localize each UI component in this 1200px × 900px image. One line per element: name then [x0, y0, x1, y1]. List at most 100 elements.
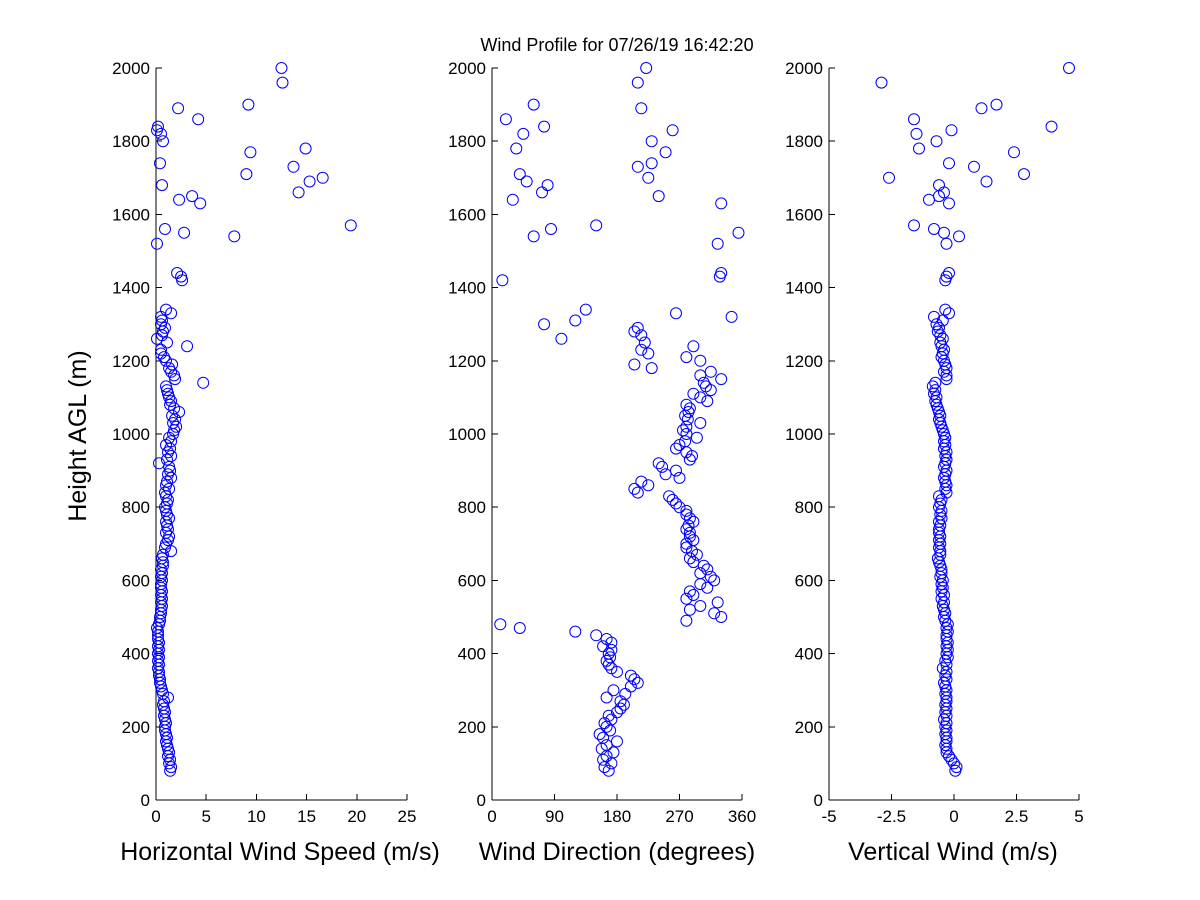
- data-point-wind-direction: [642, 479, 655, 492]
- data-point-vertical-wind: [975, 102, 988, 115]
- data-point-wind-direction: [555, 332, 568, 345]
- data-point-wind-direction: [513, 168, 526, 181]
- chart-title: Wind Profile for 07/26/19 16:42:20: [480, 35, 753, 55]
- y-tick-label: 1800: [112, 132, 150, 151]
- data-point-wind-direction: [614, 702, 627, 715]
- data-point-horizontal-wind-speed: [161, 384, 173, 397]
- data-point-horizontal-wind-speed: [155, 343, 167, 356]
- data-point-wind-direction: [732, 226, 745, 239]
- data-point-wind-direction: [631, 321, 644, 334]
- data-point-wind-direction: [711, 237, 724, 250]
- data-point-horizontal-wind-speed: [156, 179, 168, 192]
- data-point-wind-direction: [687, 589, 700, 601]
- y-tick-label: 1400: [448, 279, 486, 298]
- x-tick-label: 15: [297, 807, 316, 826]
- x-tick-label: 2.5: [1005, 807, 1029, 826]
- x-tick-label: -5: [821, 807, 836, 826]
- y-tick-label: 0: [814, 791, 823, 810]
- data-point-wind-direction: [687, 387, 700, 400]
- y-tick-label: 1400: [785, 279, 823, 298]
- data-point-wind-direction: [683, 402, 696, 415]
- data-point-wind-direction: [600, 739, 613, 752]
- data-point-horizontal-wind-speed: [316, 171, 329, 184]
- data-point-horizontal-wind-speed: [162, 523, 174, 536]
- data-point-vertical-wind: [933, 179, 945, 192]
- data-point-wind-direction: [670, 497, 682, 510]
- data-point-wind-direction: [631, 160, 644, 173]
- data-point-horizontal-wind-speed: [159, 223, 171, 235]
- data-point-wind-direction: [715, 611, 728, 623]
- y-tick-label: 600: [122, 571, 150, 590]
- data-point-wind-direction: [659, 146, 672, 159]
- data-point-vertical-wind: [948, 757, 960, 770]
- data-point-horizontal-wind-speed: [163, 460, 176, 473]
- y-tick-label: 1200: [112, 352, 150, 371]
- data-point-horizontal-wind-speed: [151, 237, 163, 250]
- data-point-vertical-wind: [935, 493, 948, 506]
- data-point-vertical-wind: [943, 197, 955, 210]
- data-point-wind-direction: [602, 647, 615, 660]
- data-point-wind-direction: [704, 570, 717, 583]
- data-point-vertical-wind: [943, 267, 955, 279]
- data-point-wind-direction: [670, 307, 682, 320]
- data-point-wind-direction: [680, 614, 693, 627]
- data-point-horizontal-wind-speed: [162, 742, 174, 755]
- data-point-wind-direction: [694, 578, 707, 591]
- data-point-wind-direction: [694, 567, 707, 580]
- y-tick-label: 400: [122, 645, 150, 664]
- data-point-horizontal-wind-speed: [173, 193, 186, 206]
- data-point-vertical-wind: [1045, 120, 1058, 133]
- x-tick-label: 5: [1074, 807, 1083, 826]
- data-point-wind-direction: [690, 548, 703, 561]
- data-point-horizontal-wind-speed: [159, 541, 171, 554]
- data-point-wind-direction: [517, 127, 530, 140]
- data-point-wind-direction: [677, 424, 689, 437]
- data-point-horizontal-wind-speed: [152, 120, 164, 133]
- data-point-wind-direction: [538, 120, 551, 133]
- data-point-horizontal-wind-speed: [287, 160, 300, 173]
- data-point-vertical-wind: [929, 384, 942, 397]
- data-point-horizontal-wind-speed: [161, 519, 173, 532]
- data-point-wind-direction: [631, 486, 644, 499]
- data-point-wind-direction: [666, 493, 679, 506]
- x-tick-label: 180: [603, 807, 631, 826]
- data-point-wind-direction: [699, 380, 712, 393]
- x-tick-label: 0: [151, 807, 160, 826]
- data-point-wind-direction: [715, 267, 728, 279]
- data-point-wind-direction: [725, 310, 738, 323]
- data-point-wind-direction: [673, 501, 686, 514]
- data-point-horizontal-wind-speed: [276, 76, 289, 89]
- data-point-vertical-wind: [934, 336, 947, 349]
- y-tick-label: 1200: [785, 352, 823, 371]
- data-point-horizontal-wind-speed: [168, 369, 181, 382]
- data-point-horizontal-wind-speed: [155, 127, 167, 140]
- data-point-wind-direction: [715, 197, 728, 210]
- y-tick-label: 200: [122, 718, 150, 737]
- data-point-vertical-wind: [1008, 146, 1020, 159]
- data-point-wind-direction: [652, 457, 665, 470]
- data-point-wind-direction: [697, 376, 710, 389]
- y-tick-label: 1000: [448, 425, 486, 444]
- data-point-wind-direction: [683, 603, 696, 616]
- data-point-wind-direction: [687, 340, 700, 353]
- data-point-horizontal-wind-speed: [192, 113, 205, 126]
- data-point-wind-direction: [652, 190, 665, 203]
- data-point-wind-direction: [624, 680, 637, 693]
- data-point-vertical-wind: [938, 596, 950, 609]
- data-point-wind-direction: [680, 351, 693, 364]
- data-point-wind-direction: [628, 325, 641, 338]
- data-point-horizontal-wind-speed: [181, 340, 194, 353]
- data-point-vertical-wind: [945, 753, 958, 766]
- data-point-horizontal-wind-speed: [166, 358, 179, 371]
- data-point-wind-direction: [527, 230, 540, 243]
- data-point-wind-direction: [635, 329, 648, 342]
- data-point-wind-direction: [704, 365, 717, 378]
- data-point-wind-direction: [663, 490, 676, 503]
- data-point-vertical-wind: [938, 713, 950, 726]
- data-point-wind-direction: [600, 691, 613, 704]
- y-tick-label: 200: [795, 718, 823, 737]
- data-point-vertical-wind: [990, 98, 1003, 111]
- data-point-wind-direction: [670, 464, 682, 477]
- data-point-wind-direction: [704, 384, 717, 397]
